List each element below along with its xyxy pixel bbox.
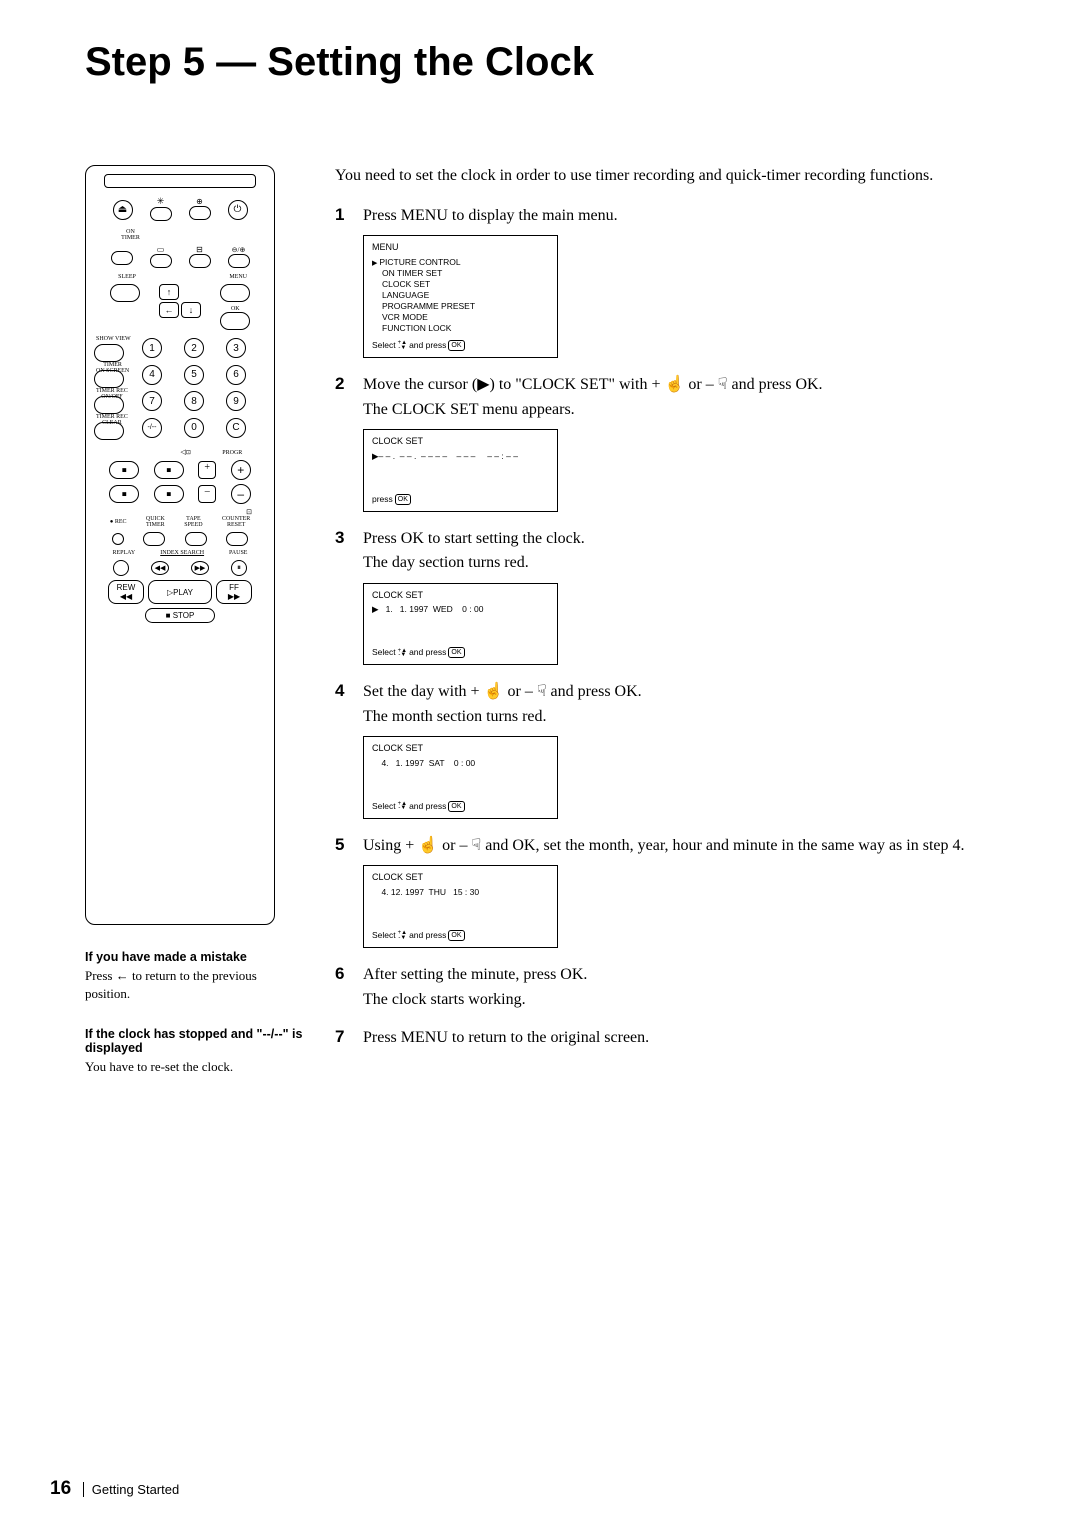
key-2: 2 bbox=[184, 338, 204, 358]
step-6-sub: The clock starts working. bbox=[363, 989, 1020, 1011]
key-4: 4 bbox=[142, 365, 162, 385]
osd-clockset-1: CLOCK SET ▶ 1. 1. 1997 WED 0 : 00 Select… bbox=[363, 583, 558, 666]
step-7-text: Press MENU to return to the original scr… bbox=[363, 1027, 1020, 1049]
tip-mistake-heading: If you have made a mistake bbox=[85, 950, 305, 964]
step-3-text: Press OK to start setting the clock. bbox=[363, 528, 1020, 550]
osd-clockset-2: CLOCK SET 4. 1. 1997 SAT 0 : 00 Select +… bbox=[363, 736, 558, 819]
key-5: 5 bbox=[184, 365, 204, 385]
step-2-sub: The CLOCK SET menu appears. bbox=[363, 399, 1020, 421]
stop-button: ■ STOP bbox=[145, 608, 215, 623]
step-3-number: 3 bbox=[335, 528, 351, 666]
key-7: 7 bbox=[142, 391, 162, 411]
step-3-sub: The day section turns red. bbox=[363, 552, 1020, 574]
key-9: 9 bbox=[226, 391, 246, 411]
step-6-number: 6 bbox=[335, 964, 351, 1011]
rew-button: REW◀◀ bbox=[108, 580, 144, 604]
eject-icon: ⏏ bbox=[113, 200, 133, 220]
tip-mistake-body: Press ← to return to the previous positi… bbox=[85, 967, 305, 1002]
step-1-text: Press MENU to display the main menu. bbox=[363, 205, 1020, 227]
chapter-title: Step 5 — Setting the Clock bbox=[85, 40, 1020, 85]
remote-illustration: ⏏ ✳ ⊕ ⏻ ON TIMER ▭ ⊟ ⊖/⊕ SLEEP MENU bbox=[85, 165, 275, 925]
step-7-number: 7 bbox=[335, 1027, 351, 1049]
key-1: 1 bbox=[142, 338, 162, 358]
power-icon: ⏻ bbox=[228, 200, 248, 220]
pause-icon: ⏸ bbox=[231, 560, 247, 576]
step-6-text: After setting the minute, press OK. bbox=[363, 964, 1020, 986]
step-5-text: Using + ☝ or – ☟ and OK, set the month, … bbox=[363, 835, 1020, 857]
step-4-text: Set the day with + ☝ or – ☟ and press OK… bbox=[363, 681, 1020, 703]
key-dash: -/-- bbox=[142, 418, 162, 438]
rec-icon bbox=[112, 533, 124, 545]
step-5-number: 5 bbox=[335, 835, 351, 948]
osd-clockset-3: CLOCK SET 4. 12. 1997 THU 15 : 30 Select… bbox=[363, 865, 558, 948]
tip-stopped-body: You have to re-set the clock. bbox=[85, 1058, 305, 1076]
osd-clockset-blank: CLOCK SET ▶– – . – – . – – – – – – – – –… bbox=[363, 429, 558, 512]
step-2-number: 2 bbox=[335, 374, 351, 512]
step-4-number: 4 bbox=[335, 681, 351, 819]
key-3: 3 bbox=[226, 338, 246, 358]
section-name: Getting Started bbox=[83, 1482, 179, 1497]
page-footer: 16 Getting Started bbox=[50, 1478, 179, 1500]
tip-stopped-heading: If the clock has stopped and "--/--" is … bbox=[85, 1027, 305, 1055]
key-c: C bbox=[226, 418, 246, 438]
osd-menu: MENU PICTURE CONTROL ON TIMER SET CLOCK … bbox=[363, 235, 558, 358]
key-8: 8 bbox=[184, 391, 204, 411]
key-6: 6 bbox=[226, 365, 246, 385]
page-number: 16 bbox=[50, 1478, 71, 1499]
ff-button: FF▶▶ bbox=[216, 580, 252, 604]
step-2-text: Move the cursor (▶) to "CLOCK SET" with … bbox=[363, 374, 1020, 396]
step-1-number: 1 bbox=[335, 205, 351, 359]
key-0: 0 bbox=[184, 418, 204, 438]
step-4-sub: The month section turns red. bbox=[363, 706, 1020, 728]
intro-text: You need to set the clock in order to us… bbox=[335, 165, 1020, 187]
play-button: ▷ PLAY bbox=[148, 580, 212, 604]
